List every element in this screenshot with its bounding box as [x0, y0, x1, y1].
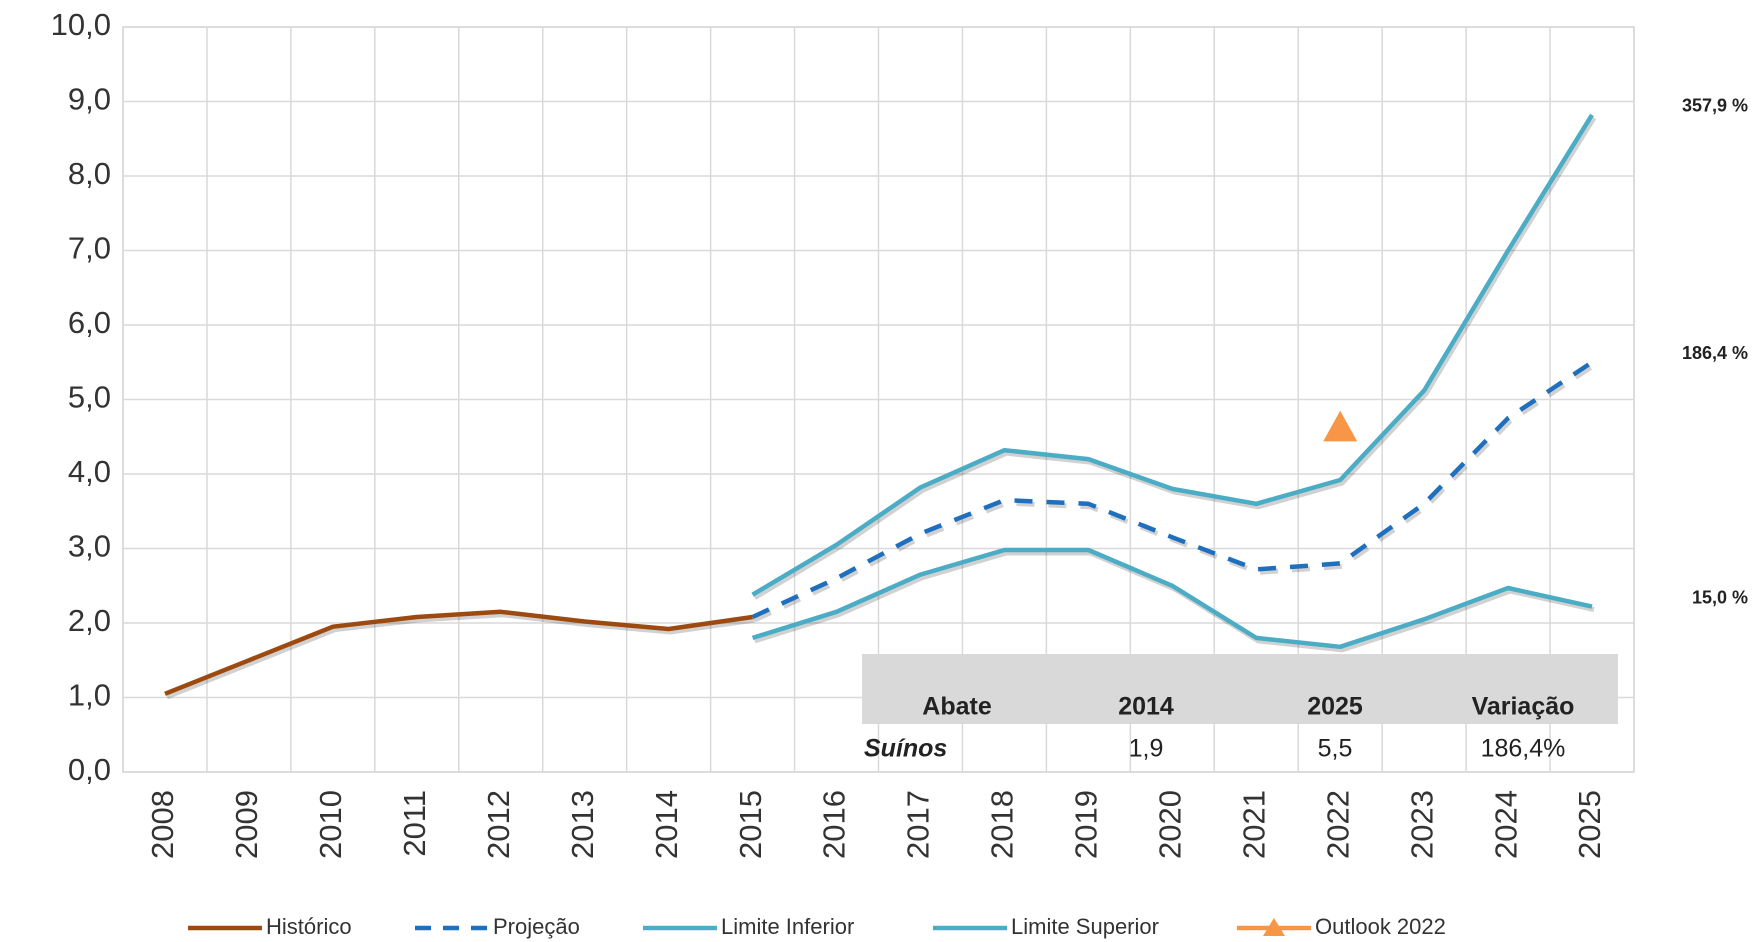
- series-line: [164, 609, 753, 696]
- table-cell: 1,9: [1129, 735, 1164, 763]
- table-header: 2014: [1118, 693, 1174, 721]
- y-tick-label: 1,0: [68, 678, 111, 713]
- series-line: [751, 113, 1594, 597]
- table-header-bg: [862, 654, 1618, 724]
- legend-label: Limite Inferior: [721, 914, 854, 939]
- series-line: [751, 360, 1594, 620]
- series-line: [751, 547, 1593, 650]
- y-tick-label: 7,0: [68, 231, 111, 266]
- line-shadow: [753, 116, 1597, 600]
- legend-label: Histórico: [266, 914, 352, 939]
- y-tick-label: 10,0: [51, 7, 111, 42]
- y-tick-label: 9,0: [68, 82, 111, 117]
- table-header: Variação: [1472, 693, 1575, 721]
- line-shadow: [166, 612, 755, 700]
- table-header: 2025: [1307, 693, 1363, 721]
- y-tick-label: 5,0: [68, 380, 111, 415]
- table-cell: Suínos: [864, 735, 947, 763]
- x-tick-label: 2018: [985, 790, 1020, 859]
- x-tick-label: 2019: [1069, 790, 1104, 859]
- x-tick-label: 2024: [1488, 790, 1523, 859]
- legend-label: Projeção: [493, 914, 580, 939]
- x-tick-label: 2022: [1320, 790, 1355, 859]
- x-tick-label: 2009: [229, 790, 264, 859]
- legend-label: Outlook 2022: [1315, 914, 1446, 939]
- y-tick-label: 6,0: [68, 305, 111, 340]
- x-tick-label: 2012: [481, 790, 516, 859]
- annotation: 357,9 %: [1682, 96, 1748, 116]
- table-header: Abate: [922, 693, 992, 721]
- x-tick-label: 2020: [1152, 790, 1187, 859]
- x-tick-label: 2017: [901, 790, 936, 859]
- x-tick-label: 2010: [313, 790, 348, 859]
- x-tick-label: 2011: [397, 790, 432, 857]
- table-cell: 186,4%: [1481, 735, 1566, 763]
- annotation: 186,4 %: [1682, 343, 1748, 363]
- x-tick-label: 2008: [145, 790, 180, 859]
- marker: [1323, 410, 1358, 442]
- y-tick-label: 4,0: [68, 454, 111, 489]
- y-tick-label: 3,0: [68, 529, 111, 564]
- x-tick-label: 2015: [733, 790, 768, 859]
- x-tick-label: 2013: [565, 790, 600, 859]
- table-cell: 5,5: [1318, 735, 1353, 763]
- y-tick-label: 8,0: [68, 156, 111, 191]
- y-tick-label: 2,0: [68, 603, 111, 638]
- y-tick-label: 0,0: [68, 752, 111, 787]
- x-tick-label: 2023: [1404, 790, 1439, 859]
- annotation: 15,0 %: [1692, 587, 1748, 607]
- x-tick-label: 2016: [817, 790, 852, 859]
- x-tick-label: 2014: [649, 790, 684, 859]
- x-tick-label: 2021: [1236, 790, 1271, 859]
- legend-label: Limite Superior: [1011, 914, 1159, 939]
- x-tick-label: 2025: [1572, 790, 1607, 859]
- legend-marker: [1263, 918, 1285, 936]
